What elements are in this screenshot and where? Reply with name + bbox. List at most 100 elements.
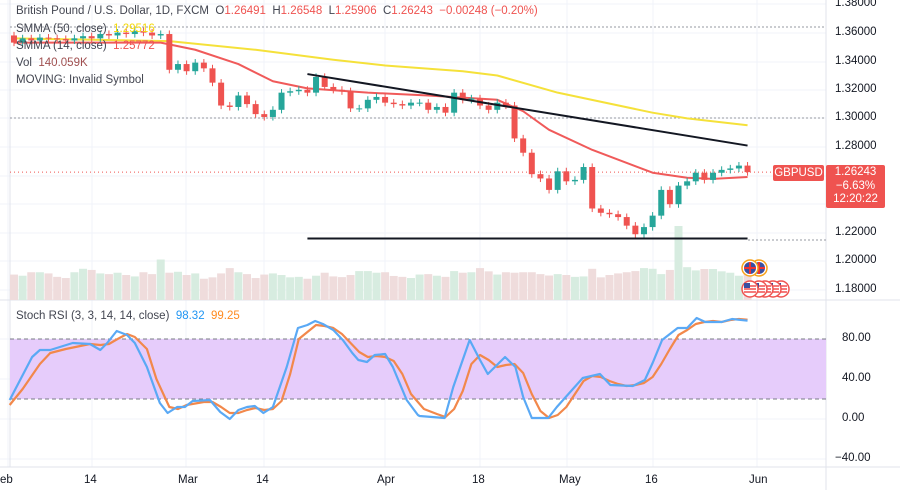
volume-bar (113, 272, 122, 300)
volume-bar (329, 276, 338, 300)
volume-bar (268, 273, 277, 300)
candle-body (235, 95, 242, 107)
candle-body (502, 102, 509, 106)
close-label: C (382, 5, 392, 17)
volume-bar (596, 277, 605, 300)
candle-body (330, 86, 337, 90)
price-axis-label: 1.22000 (835, 226, 877, 238)
volume-bar (294, 276, 303, 300)
volume-bar (312, 275, 321, 300)
volume-bar (139, 272, 148, 300)
volume-bar (199, 278, 208, 300)
candle-body (425, 102, 432, 110)
volume-bar (346, 275, 355, 300)
volume-bar (337, 277, 346, 300)
volume-bar (458, 272, 467, 300)
date-axis-label: Mar (178, 474, 198, 486)
volume-bar (726, 272, 735, 300)
trendlines[interactable] (307, 73, 748, 240)
volume-bar (79, 268, 88, 300)
us-event-flag (741, 280, 759, 298)
symbol-title: British Pound / U.S. Dollar, 1D, FXCM (16, 5, 210, 17)
candle-body (123, 32, 130, 35)
volume-bar (208, 277, 217, 300)
volume-legend[interactable]: Vol 140.059K (16, 56, 88, 70)
volume-bar (27, 272, 36, 300)
volume-bar (432, 275, 441, 300)
volume-bar (622, 272, 631, 300)
candle-body (287, 91, 294, 93)
volume-bar (441, 276, 450, 300)
candle-body (571, 179, 578, 182)
candle-body (399, 104, 406, 106)
high-value: 1.26548 (280, 5, 323, 17)
economic-events[interactable] (741, 259, 790, 298)
candle-body (701, 172, 708, 180)
smma14-legend[interactable]: SMMA (14, close) 1.25772 (16, 39, 155, 53)
volume-bar (683, 267, 692, 300)
date-axis-label: eb (0, 474, 13, 486)
volume-bar (173, 271, 182, 300)
candle-body (373, 96, 380, 100)
candle-body (718, 169, 725, 173)
volume-bar (320, 272, 329, 300)
date-axis-label: 14 (256, 474, 269, 486)
candle-body (649, 215, 656, 228)
stoch-axis-label: −40.00 (835, 452, 871, 464)
candle-body (623, 217, 630, 226)
volume-bar (18, 275, 27, 300)
symbol-legend: British Pound / U.S. Dollar, 1D, FXCM O1… (16, 4, 538, 18)
candle-body (62, 39, 69, 41)
volume-bar (96, 273, 105, 300)
candle-body (640, 227, 647, 235)
moving-averages (13, 37, 748, 180)
date-axis-label: 14 (84, 474, 97, 486)
candle-body (278, 92, 285, 110)
candle-body (390, 102, 397, 105)
candle-body (520, 138, 527, 153)
volume-bar (122, 275, 131, 300)
candle-body (468, 98, 475, 100)
candle-body (589, 167, 596, 209)
candle-body (666, 189, 673, 205)
volume-bar (130, 276, 139, 300)
smma50-legend[interactable]: SMMA (50, close) 1.29516 (16, 22, 155, 36)
volume-bar (501, 272, 510, 300)
volume-bar (553, 274, 562, 300)
price-axis-label: 1.18000 (835, 283, 877, 295)
volume-bar (734, 275, 743, 300)
volume-bar (415, 274, 424, 300)
candle-body (105, 34, 112, 36)
candle-body (356, 108, 363, 110)
candle-body (157, 34, 164, 36)
moving-legend[interactable]: MOVING: Invalid Symbol (16, 73, 144, 87)
volume-bar (87, 269, 96, 300)
date-axis-label: 16 (645, 474, 658, 486)
candle-body (11, 35, 17, 43)
candle-body (244, 95, 251, 105)
stoch-rsi-lines (8, 316, 748, 421)
candle-body (382, 96, 389, 103)
volume-bar (10, 274, 18, 300)
volume-bar (182, 275, 191, 300)
moving-label: MOVING: Invalid Symbol (16, 74, 144, 86)
low-value: 1.25906 (335, 5, 377, 17)
volume-bar (165, 272, 174, 300)
stoch-legend[interactable]: Stoch RSI (3, 3, 14, 14, close) 98.32 99… (16, 309, 240, 323)
volume-bar (467, 272, 476, 300)
stoch-axis-label: 0.00 (842, 412, 865, 424)
resistance-trendline (307, 73, 748, 147)
candle-body (658, 189, 665, 216)
open-value: 1.26491 (224, 5, 266, 17)
volume-bar (260, 274, 269, 300)
change-value: −0.00248 (−0.20%) (439, 5, 538, 17)
volume-bar (35, 272, 44, 300)
candle-body (537, 174, 544, 179)
volume-bar (225, 268, 234, 300)
smma14-value: 1.25772 (113, 40, 155, 52)
candle-body (615, 214, 622, 218)
stoch-label: Stoch RSI (3, 3, 14, 14, close) (16, 310, 170, 322)
candle-body (295, 89, 302, 92)
candle-body (114, 32, 121, 36)
